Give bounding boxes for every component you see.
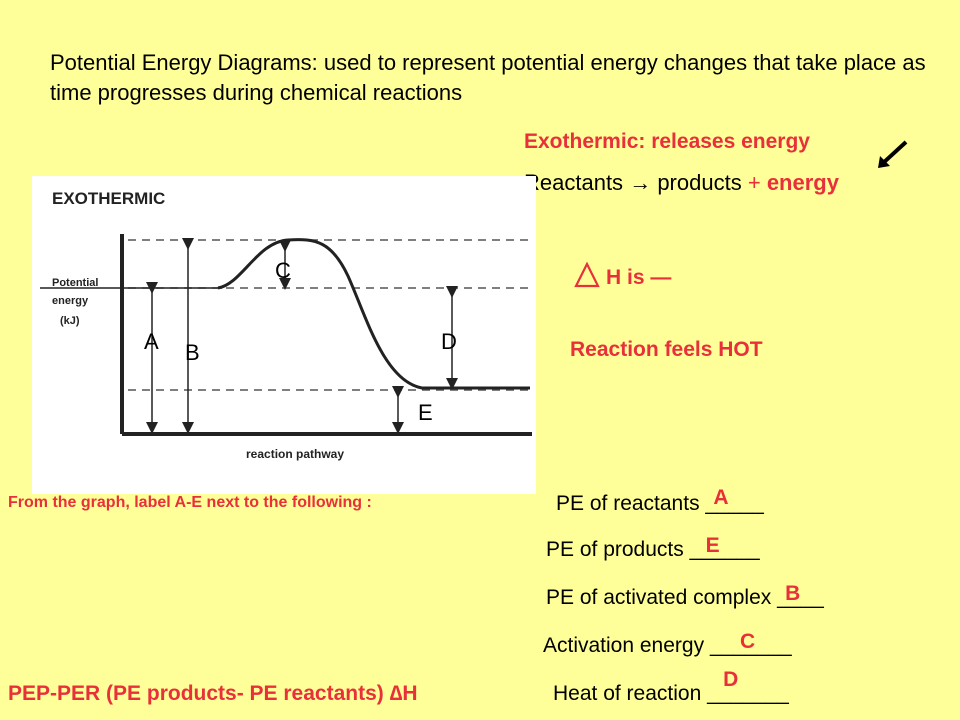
- x-axis-label: reaction pathway: [246, 447, 344, 461]
- question-activation-energy: Activation energy _______ C: [543, 630, 792, 658]
- label-e: E: [418, 400, 433, 425]
- answer-blank: _______ D: [707, 668, 789, 705]
- label-c: C: [275, 258, 291, 283]
- plus-sign: +: [747, 170, 761, 195]
- instruction-text: From the graph, label A-E next to the fo…: [8, 494, 372, 511]
- energy-curve: [217, 238, 530, 390]
- question-text: Heat of reaction: [553, 682, 702, 705]
- question-activated-complex: PE of activated complex ____ B: [546, 582, 824, 610]
- delta-h-sign: H is —: [606, 266, 672, 289]
- triangle-delta-icon: [574, 262, 600, 288]
- answer-blank: _____ A: [705, 486, 764, 515]
- answer-value: C: [739, 630, 756, 653]
- question-text: PE of products: [546, 538, 684, 561]
- arrow-down-left-icon: [878, 140, 908, 168]
- exothermic-definition: Exothermic: releases energy: [524, 130, 810, 153]
- question-text: PE of activated complex: [546, 586, 772, 609]
- question-heat-of-reaction: Heat of reaction _______ D: [553, 668, 789, 706]
- question-text: PE of reactants: [556, 492, 700, 515]
- answer-blank: _______ C: [709, 630, 792, 657]
- question-text: Activation energy: [543, 634, 705, 657]
- answer-blank: ____ B: [777, 582, 824, 609]
- exothermic-diagram: EXOTHERMIC Potential energy (kJ) reactio…: [32, 176, 536, 494]
- page-title: Potential Energy Diagrams: used to repre…: [50, 50, 926, 105]
- reaction-equation: Reactants → products + energy: [524, 170, 839, 196]
- answer-value: B: [785, 582, 801, 605]
- pep-per-formula: PEP-PER (PE products- PE reactants) ∆H: [8, 682, 418, 705]
- energy-diagram-svg: EXOTHERMIC Potential energy (kJ) reactio…: [40, 189, 532, 461]
- answer-value: D: [723, 668, 739, 691]
- label-d: D: [441, 329, 457, 354]
- label-b: B: [185, 340, 200, 365]
- question-reactants: PE of reactants _____ A: [556, 486, 764, 516]
- energy-text: energy: [766, 170, 839, 195]
- answer-value: A: [713, 486, 729, 509]
- products-text: products: [657, 170, 742, 195]
- reaction-arrow: →: [629, 170, 652, 195]
- y-label-line-1: Potential: [52, 277, 98, 289]
- reaction-feels-hot: Reaction feels HOT: [570, 338, 763, 361]
- y-label-line-2: energy: [52, 295, 89, 307]
- answer-blank: ______ E: [689, 534, 760, 561]
- y-label-line-3: (kJ): [60, 315, 80, 327]
- label-a: A: [144, 329, 159, 354]
- answer-value: E: [705, 534, 720, 557]
- reactants-text: Reactants: [524, 170, 624, 195]
- diagram-heading: EXOTHERMIC: [52, 189, 165, 208]
- question-products: PE of products ______ E: [546, 534, 760, 562]
